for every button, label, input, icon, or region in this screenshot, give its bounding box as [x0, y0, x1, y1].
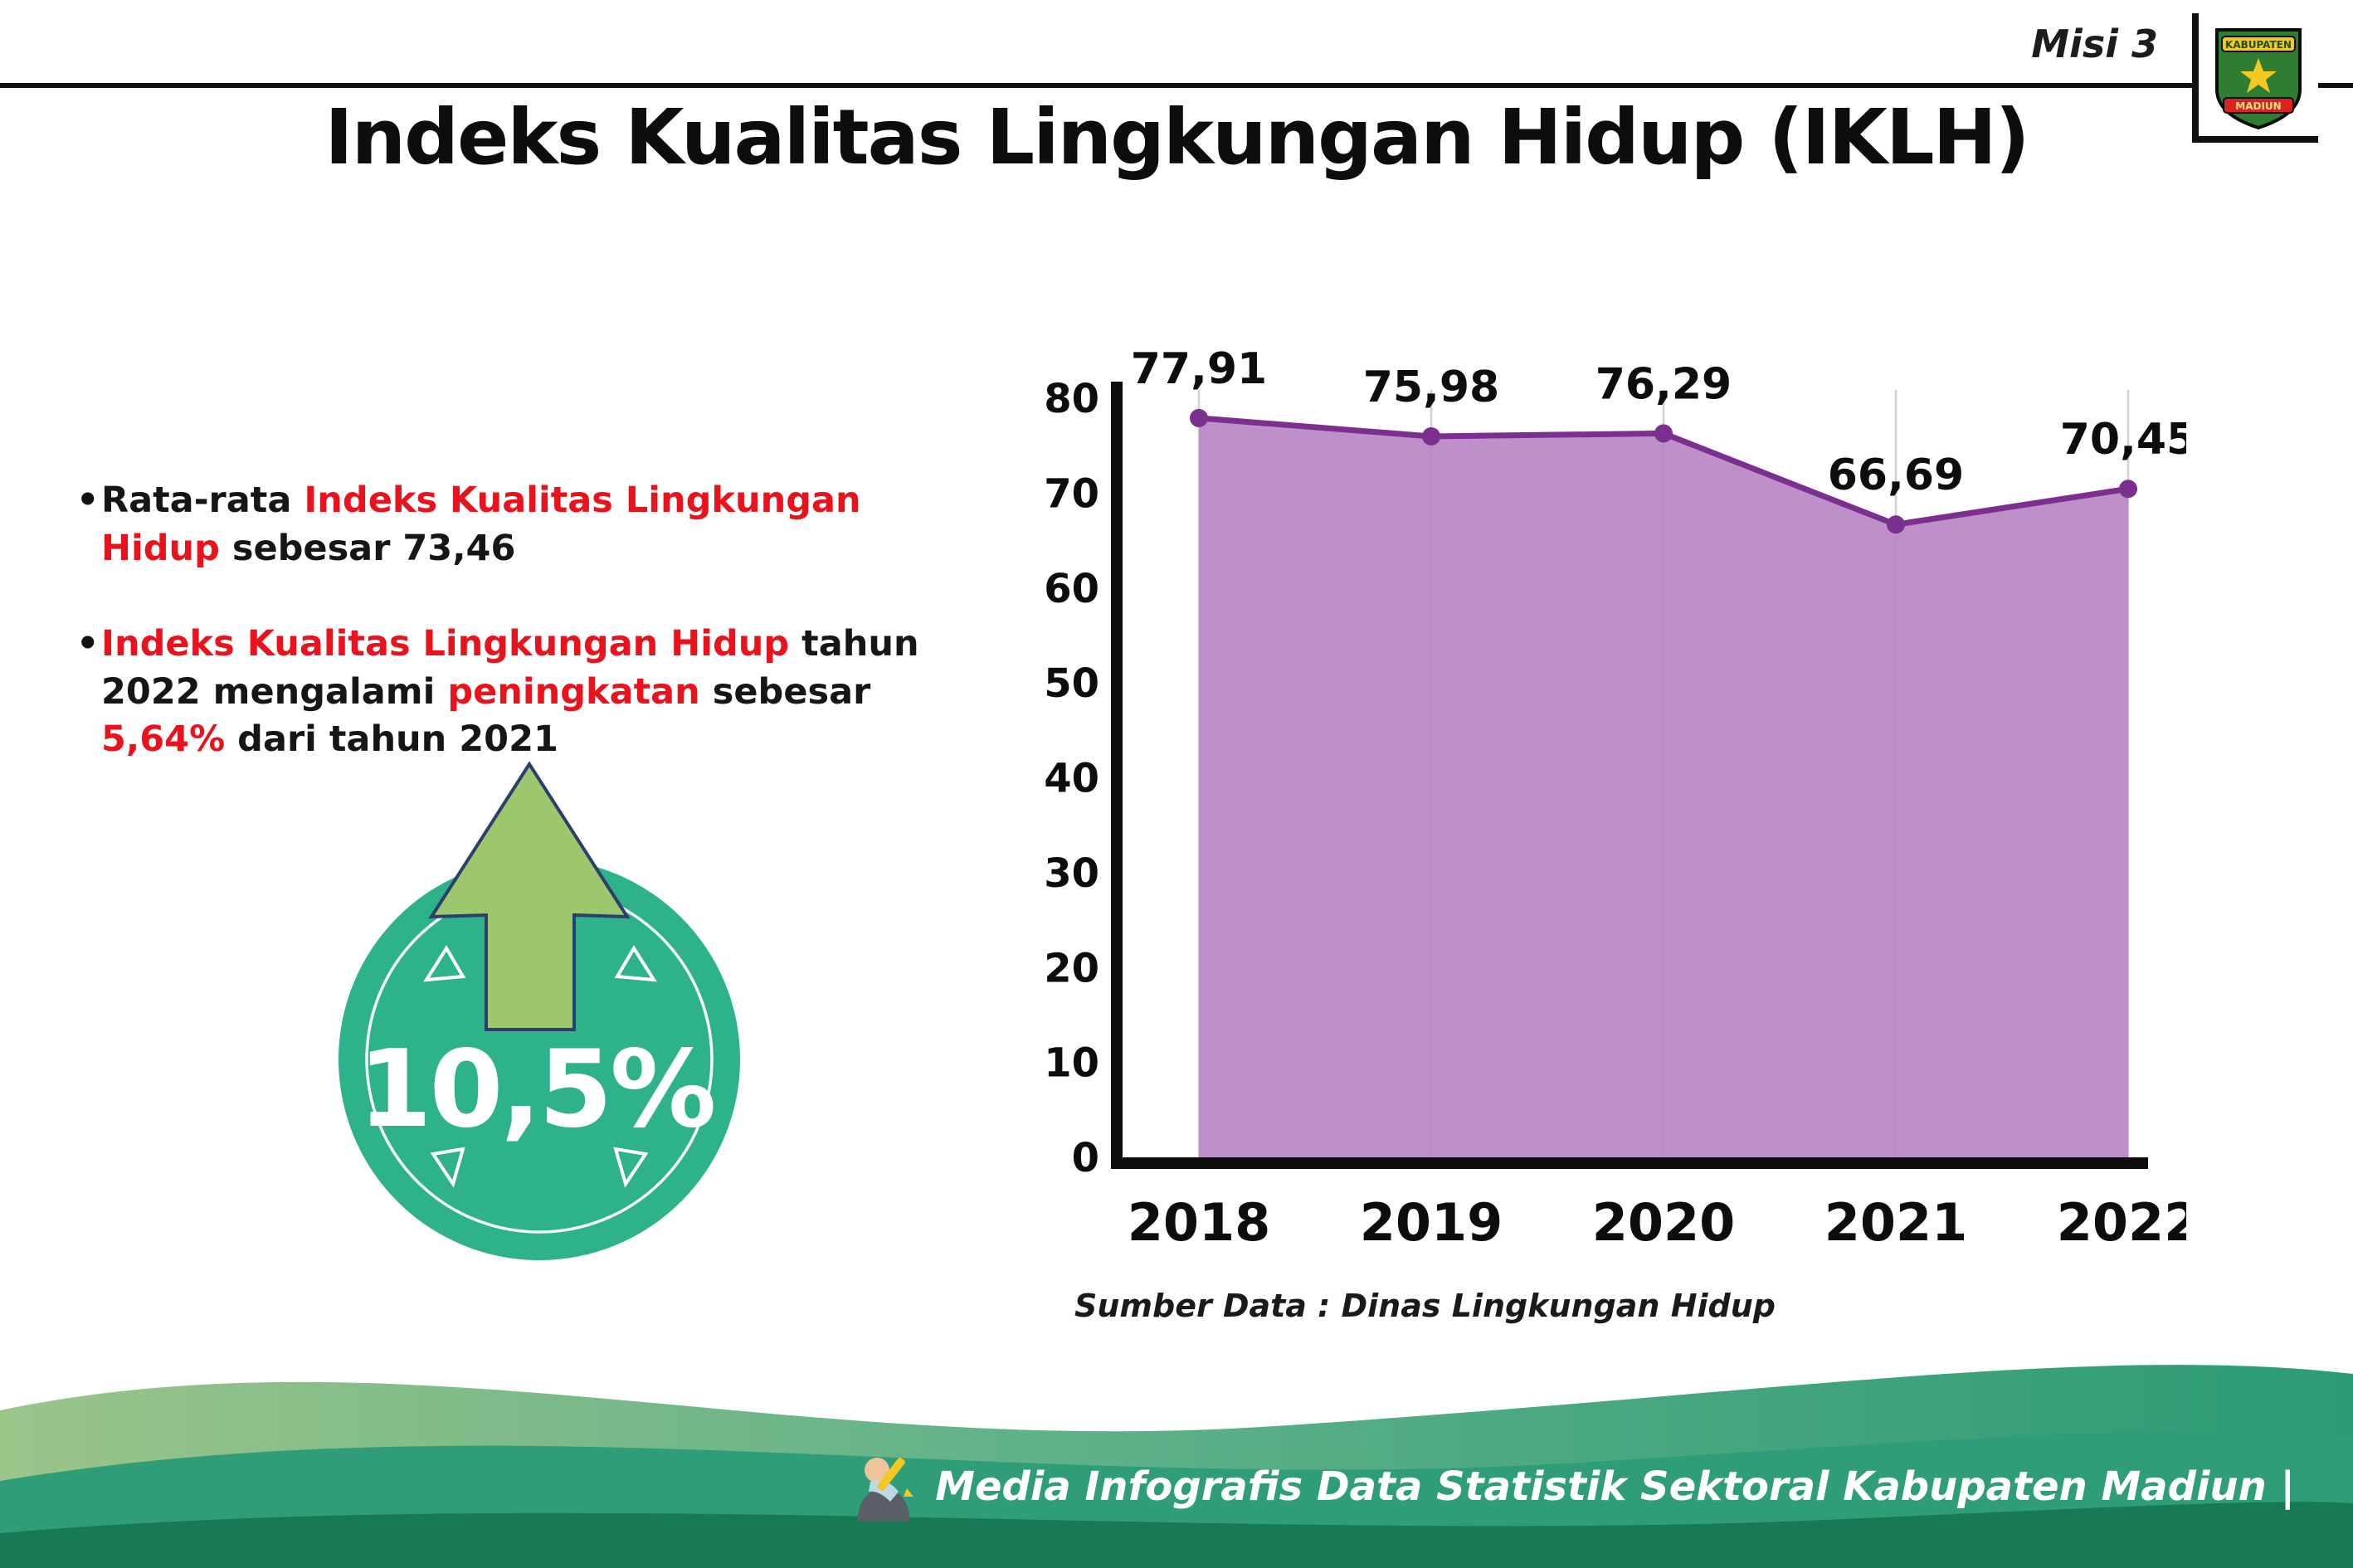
svg-text:70: 70: [1044, 470, 1099, 517]
footer-credit-text: Media Infografis Data Statistik Sektoral…: [935, 1463, 2295, 1510]
svg-text:20: 20: [1044, 945, 1099, 991]
misi-label: Misi 3: [2031, 22, 2158, 66]
bullet-marker: •: [76, 480, 100, 521]
svg-text:2022: 2022: [2057, 1192, 2186, 1253]
svg-text:80: 80: [1044, 376, 1099, 422]
bullet-average-iklh: • Rata-rata Indeks Kualitas Lingkungan H…: [76, 477, 964, 572]
kabupaten-madiun-logo: KABUPATEN MADIUN: [2192, 13, 2318, 143]
logo-top-text: KABUPATEN: [2225, 39, 2292, 51]
svg-text:66,69: 66,69: [1828, 450, 1964, 500]
bullet-increase-2022: • Indeks Kualitas Lingkungan Hidup tahun…: [76, 621, 964, 764]
triangle-decor-se: [613, 1147, 649, 1188]
svg-text:2020: 2020: [1592, 1192, 1736, 1253]
up-arrow-icon: [428, 761, 631, 1031]
svg-text:40: 40: [1044, 756, 1099, 802]
triangle-decor-sw: [430, 1147, 465, 1188]
bullet-increase-text: Indeks Kualitas Lingkungan Hidup tahun 2…: [101, 623, 919, 761]
svg-text:76,29: 76,29: [1595, 359, 1732, 409]
triangle-decor-ne: [614, 945, 657, 982]
mascot-icon: [857, 1458, 914, 1522]
bullet-marker: •: [76, 623, 100, 665]
page-title: Indeks Kualitas Lingkungan Hidup (IKLH): [324, 93, 2029, 182]
svg-text:2021: 2021: [1824, 1192, 1968, 1253]
badge-percent-value: 10,5%: [358, 1028, 714, 1152]
triangle-decor-nw: [423, 945, 466, 982]
svg-text:77,91: 77,91: [1131, 344, 1267, 394]
svg-text:60: 60: [1044, 566, 1099, 612]
svg-text:2018: 2018: [1128, 1192, 1271, 1253]
footer-credit: Media Infografis Data Statistik Sektoral…: [849, 1449, 2295, 1525]
data-source-caption: Sumber Data : Dinas Lingkungan Hidup: [1074, 1288, 1776, 1324]
svg-text:50: 50: [1044, 660, 1099, 707]
svg-text:30: 30: [1044, 850, 1099, 897]
increase-badge: 10,5%: [339, 761, 740, 1260]
svg-text:0: 0: [1072, 1135, 1099, 1181]
svg-text:75,98: 75,98: [1363, 363, 1499, 412]
svg-text:10: 10: [1044, 1040, 1099, 1087]
bullet-average-text: Rata-rata Indeks Kualitas Lingkungan Hid…: [101, 480, 861, 569]
iklh-area-chart: 77,91 75,98 76,29 66,69 70,45 0 10 20 30 40 50 60 70…: [1044, 344, 2186, 1253]
crest-icon: KABUPATEN MADIUN: [2215, 28, 2302, 130]
svg-text:2019: 2019: [1360, 1192, 1503, 1253]
svg-text:70,45: 70,45: [2060, 415, 2186, 465]
footer-wave-decor: [0, 1365, 2353, 1568]
header-divider: [0, 83, 2353, 88]
logo-bottom-text: MADIUN: [2235, 100, 2281, 112]
key-points: • Rata-rata Indeks Kualitas Lingkungan H…: [76, 477, 964, 764]
